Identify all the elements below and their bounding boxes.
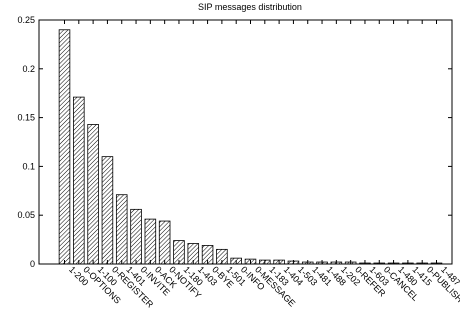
bar-0-ack	[145, 219, 156, 264]
chart-title: SIP messages distribution	[198, 2, 302, 12]
y-tick-label: 0.1	[22, 161, 35, 171]
x-axis: 1-2000-OPTIONS1-1000-REGISTER1-4010-INVI…	[65, 20, 460, 310]
y-tick-label: 0	[30, 259, 35, 269]
bars	[59, 30, 442, 264]
bar-1-100	[88, 124, 99, 264]
plot-frame	[39, 20, 452, 264]
bar-1-401	[116, 195, 127, 264]
y-tick-label: 0.2	[22, 64, 35, 74]
bar-0-notify	[159, 221, 170, 264]
y-tick-label: 0.15	[17, 113, 35, 123]
bar-0-options	[73, 97, 84, 264]
y-tick-label: 0.25	[17, 15, 35, 25]
bar-0-register	[102, 157, 113, 264]
bar-1-200	[59, 30, 70, 264]
y-tick-label: 0.05	[17, 210, 35, 220]
bar-0-invite	[131, 209, 142, 264]
